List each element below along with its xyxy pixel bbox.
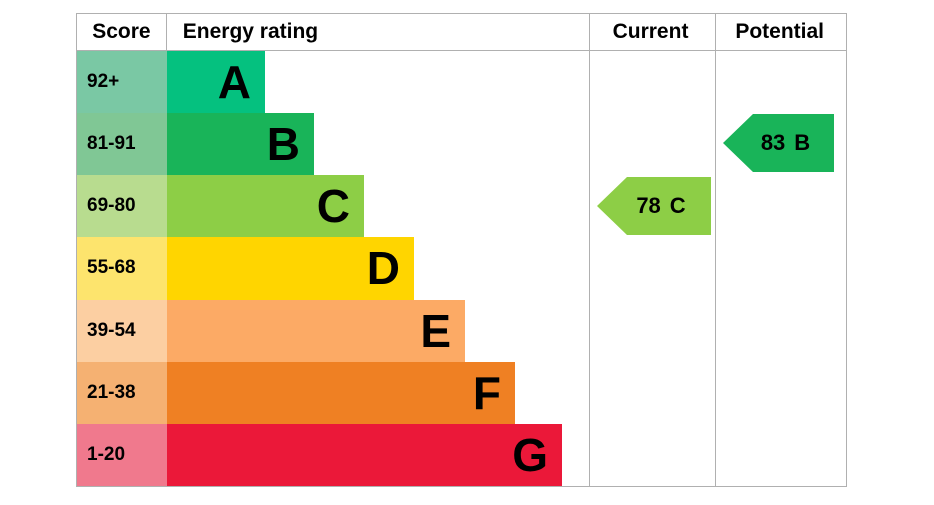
band-score-range: 21-38 xyxy=(87,381,136,403)
current-rating-value: 78 xyxy=(636,193,661,218)
epc-table: Score Energy rating Current Potential 92… xyxy=(76,13,847,487)
band-score-range: 39-54 xyxy=(87,319,136,341)
band-letter: G xyxy=(512,428,548,481)
band-row: 55-68 D xyxy=(77,237,846,300)
header-current: Current xyxy=(612,20,689,43)
band-score-cell: 55-68 xyxy=(77,237,167,300)
band-row: 1-20 G xyxy=(77,423,846,486)
header-potential: Potential xyxy=(735,20,825,43)
band-row: 21-38 F xyxy=(77,361,846,424)
band-bar: B xyxy=(167,113,314,176)
band-letter: A xyxy=(217,56,251,109)
band-score-cell: 39-54 xyxy=(77,299,167,362)
potential-rating-arrow: 83 B xyxy=(723,114,834,172)
band-bar: E xyxy=(167,299,465,362)
potential-rating-letter: B xyxy=(794,130,811,155)
divider-current-potential xyxy=(715,14,716,486)
band-score-cell: 69-80 xyxy=(77,175,167,238)
divider-energy-current xyxy=(589,14,590,486)
current-rating-arrow: 78 C xyxy=(597,177,711,235)
band-score-range: 55-68 xyxy=(87,257,136,279)
band-row: 39-54 E xyxy=(77,299,846,362)
band-bar: G xyxy=(167,423,562,486)
band-letter: F xyxy=(472,366,501,419)
band-letter: B xyxy=(266,118,300,171)
band-bar: F xyxy=(167,361,515,424)
band-score-range: 69-80 xyxy=(87,195,136,217)
band-score-range: 1-20 xyxy=(87,443,126,465)
band-score-cell: 1-20 xyxy=(77,423,167,486)
band-score-range: 92+ xyxy=(87,71,120,93)
current-rating-letter: C xyxy=(669,193,686,218)
table-header: Score Energy rating Current Potential xyxy=(77,14,846,51)
header-energy-rating: Energy rating xyxy=(182,20,319,43)
band-letter: E xyxy=(420,304,451,357)
header-score: Score xyxy=(77,14,167,50)
band-score-cell: 92+ xyxy=(77,51,167,114)
band-bar: D xyxy=(167,237,414,300)
band-rows: 92+ A 81-91 B 69-80 C 55-68 D 39-54 xyxy=(77,51,846,486)
band-score-cell: 21-38 xyxy=(77,361,167,424)
band-bar: C xyxy=(167,175,364,238)
band-score-cell: 81-91 xyxy=(77,113,167,176)
band-letter: D xyxy=(366,242,400,295)
band-row: 69-80 C xyxy=(77,175,846,238)
band-letter: C xyxy=(316,180,350,233)
band-row: 92+ A xyxy=(77,51,846,114)
band-bar: A xyxy=(167,51,265,114)
potential-rating-value: 83 xyxy=(760,130,786,155)
band-score-range: 81-91 xyxy=(87,133,136,155)
band-row: 81-91 B xyxy=(77,113,846,176)
